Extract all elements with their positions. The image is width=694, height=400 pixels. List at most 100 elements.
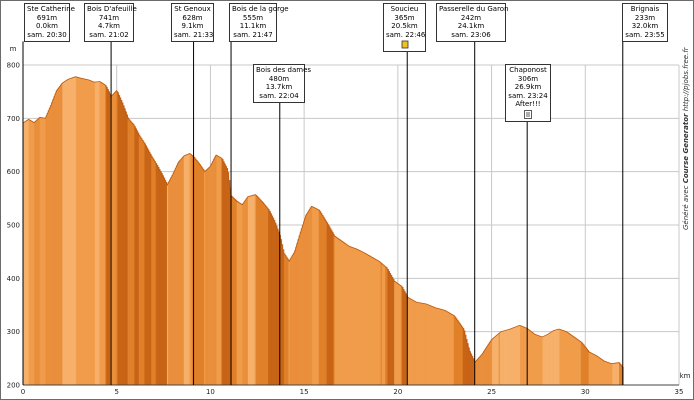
slope-stripe xyxy=(572,336,575,385)
slope-stripe xyxy=(368,255,370,385)
slope-stripe xyxy=(232,196,234,385)
slope-stripe xyxy=(224,163,226,385)
slope-stripe xyxy=(223,161,225,385)
waypoint-alt: 306m xyxy=(517,74,539,83)
slope-stripe xyxy=(43,117,45,386)
waypoint-dist: 26.9km xyxy=(514,83,542,92)
waypoint-name: St Genoux xyxy=(174,5,211,13)
slope-stripe xyxy=(318,209,321,385)
slope-stripe xyxy=(476,359,478,385)
slope-stripe xyxy=(560,329,563,385)
slope-stripe xyxy=(118,94,121,386)
slope-stripe xyxy=(270,213,272,385)
slope-stripe xyxy=(146,147,149,385)
slope-stripe xyxy=(440,309,442,385)
slope-stripe xyxy=(512,327,514,385)
slope-stripe xyxy=(66,79,69,386)
waypoint-label: Bois des dames 480m 13.7km sam. 22:04 xyxy=(253,64,311,104)
y-tick-label: 300 xyxy=(7,328,20,336)
slope-stripe xyxy=(485,347,487,385)
waypoint-label: Brignais 233m 32.0km sam. 23:55 xyxy=(622,3,668,43)
slope-stripe xyxy=(168,181,170,385)
slope-stripe xyxy=(271,215,274,385)
slope-stripe xyxy=(602,359,604,385)
slope-stripe xyxy=(57,87,60,385)
slope-stripe xyxy=(324,218,326,385)
slope-stripe xyxy=(583,344,585,385)
slope-stripe xyxy=(353,247,356,385)
slope-stripe xyxy=(100,82,103,385)
slope-stripe xyxy=(307,211,310,385)
slope-stripe xyxy=(577,339,579,385)
slope-stripe xyxy=(421,303,423,385)
slope-stripe xyxy=(412,299,414,385)
slope-stripe xyxy=(395,281,397,385)
slope-stripe xyxy=(345,243,348,385)
slope-stripe xyxy=(144,143,146,385)
slope-stripe xyxy=(294,250,296,385)
slope-stripe xyxy=(364,253,367,385)
slope-stripe xyxy=(574,337,576,385)
slope-stripe xyxy=(548,333,550,385)
slope-stripe xyxy=(63,81,65,385)
slope-stripe xyxy=(459,323,461,385)
slope-stripe xyxy=(123,105,125,386)
slope-stripe xyxy=(35,120,37,385)
slope-stripe xyxy=(82,78,85,385)
slope-stripe xyxy=(598,357,601,385)
slope-stripe xyxy=(334,235,337,385)
slope-stripe xyxy=(389,273,392,385)
slope-stripe xyxy=(538,335,540,385)
slope-stripe xyxy=(388,271,391,385)
slope-stripe xyxy=(449,312,451,385)
slope-stripe xyxy=(470,353,473,385)
slope-stripe xyxy=(436,308,439,385)
waypoint-label: Ste Catherine 691m 0.0km sam. 20:30 xyxy=(24,3,75,43)
slope-stripe xyxy=(376,259,378,385)
y-tick-label: 500 xyxy=(7,222,20,230)
slope-stripe xyxy=(595,355,597,385)
slope-stripe xyxy=(156,165,159,385)
slope-stripe xyxy=(124,108,126,386)
slope-stripe xyxy=(256,196,259,385)
slope-stripe xyxy=(348,245,350,385)
slope-stripe xyxy=(386,267,388,385)
slope-stripe xyxy=(533,333,536,385)
slope-stripe xyxy=(365,253,368,385)
slope-stripe xyxy=(361,251,364,385)
slope-stripe xyxy=(238,202,241,385)
slope-stripe xyxy=(34,121,36,385)
slope-stripe xyxy=(93,81,96,386)
slope-stripe xyxy=(323,216,325,385)
slope-stripe xyxy=(322,215,324,385)
slope-stripe xyxy=(506,329,509,385)
slope-stripe xyxy=(409,298,412,385)
y-tick-label: 800 xyxy=(7,62,20,70)
slope-stripe xyxy=(434,307,437,385)
slope-stripe xyxy=(208,167,211,385)
slope-stripe xyxy=(611,363,613,385)
slope-stripe xyxy=(563,330,566,385)
slope-stripe xyxy=(62,82,64,386)
slope-stripe xyxy=(64,80,67,386)
slope-stripe xyxy=(453,315,456,385)
waypoint-dist: 11.1km xyxy=(239,22,267,31)
slope-stripe xyxy=(317,209,320,385)
slope-stripe xyxy=(437,308,440,385)
slope-stripe xyxy=(187,154,189,385)
slope-stripe xyxy=(53,96,55,386)
slope-stripe xyxy=(300,228,303,385)
slope-stripe xyxy=(432,306,434,385)
slope-stripe xyxy=(289,258,292,385)
slope-stripe xyxy=(613,363,615,385)
slope-stripe xyxy=(477,358,479,385)
waypoint-alt: 741m xyxy=(98,13,120,22)
slope-stripe xyxy=(209,165,212,385)
slope-stripe xyxy=(439,308,441,385)
y-tick-label: 400 xyxy=(7,275,20,283)
slope-stripe xyxy=(497,333,500,385)
slope-stripe xyxy=(405,293,407,385)
slope-stripe xyxy=(116,91,118,385)
slope-stripe xyxy=(484,349,486,385)
slope-stripe xyxy=(269,211,271,385)
